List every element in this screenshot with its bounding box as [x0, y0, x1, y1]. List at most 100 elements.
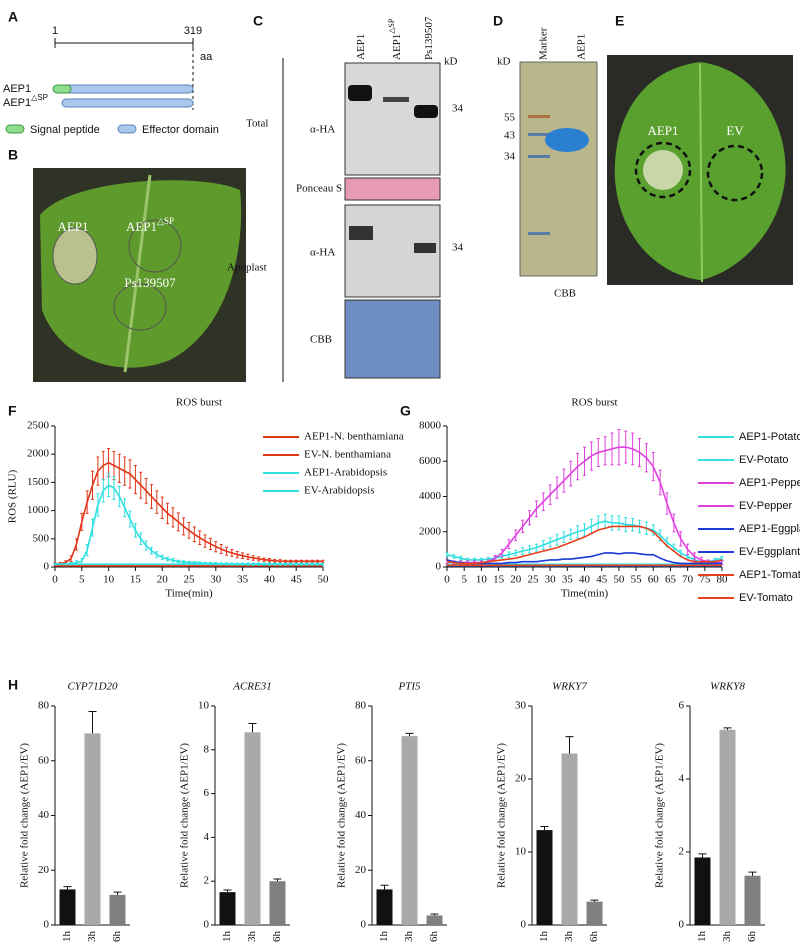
x-tick-label: 1h — [538, 931, 550, 943]
x-tick-label: 5 — [461, 574, 467, 586]
legend-icon — [117, 124, 137, 134]
y-tick-label: 1500 — [27, 476, 50, 488]
y-tick-label: 6 — [204, 787, 210, 799]
x-tick-label: 10 — [476, 574, 488, 586]
stain-label: CBB — [554, 288, 576, 300]
x-tick-label: 3h — [563, 931, 575, 943]
chart-title: WRKY7 — [552, 681, 587, 693]
row-label: Ponceau S — [296, 183, 342, 195]
bar — [401, 736, 418, 925]
x-tick-label: 25 — [527, 574, 539, 586]
spot-sup: △SP — [157, 216, 174, 226]
y-tick-label: 0 — [521, 919, 527, 931]
y-tick-label: 10 — [198, 700, 210, 712]
y-tick-label: 0 — [679, 919, 685, 931]
cbb-gel — [344, 299, 441, 379]
legend-label: AEP1-Potato — [739, 431, 800, 443]
x-tick-label: 6h — [111, 931, 123, 943]
error-bar — [698, 853, 707, 858]
protein-band — [545, 128, 589, 152]
bar — [376, 889, 393, 925]
x-tick-label: 20 — [157, 574, 169, 586]
effector-domain — [61, 84, 194, 94]
y-tick-label: 20 — [38, 864, 50, 876]
x-tick-label: 6h — [746, 931, 758, 943]
legend-label: EV-Arabidopsis — [304, 485, 374, 497]
x-tick-label: 6h — [428, 931, 440, 943]
lane-label: Marker — [538, 27, 550, 60]
x-tick-label: 0 — [444, 574, 450, 586]
bar — [244, 732, 261, 925]
y-tick-label: 6 — [679, 700, 685, 712]
spot-label: EV — [726, 123, 744, 138]
error-bar — [113, 891, 122, 895]
x-tick-label: 5 — [79, 574, 85, 586]
x-tick-label: 3h — [246, 931, 258, 943]
x-tick-label: 30 — [545, 574, 557, 586]
x-tick-label: 75 — [699, 574, 711, 586]
y-tick-label: 2000 — [419, 525, 442, 537]
spot-circle — [706, 144, 764, 202]
ponceau-strip — [344, 177, 441, 201]
marker-label: 34 — [452, 242, 464, 254]
x-tick-label: 15 — [493, 574, 505, 586]
y-tick-label: 20 — [355, 864, 367, 876]
infiltration-spot — [128, 219, 182, 273]
construct-name: AEP1 — [3, 83, 31, 95]
spot-name: AEP1 — [126, 219, 157, 234]
y-tick-label: 6000 — [419, 455, 442, 467]
x-tick-label: 6h — [588, 931, 600, 943]
legend-label: EV-Pepper — [739, 500, 793, 512]
panel-letter: B — [8, 147, 18, 163]
lane-name: Ps139507 — [423, 16, 435, 60]
y-tick-label: 4 — [679, 773, 685, 785]
legend-label: AEP1-Arabidopsis — [304, 467, 387, 479]
y-axis-label: ROS (RLU) — [7, 469, 19, 523]
x-tick-label: 20 — [510, 574, 522, 586]
blot — [344, 62, 441, 176]
legend-icon — [5, 124, 25, 134]
y-axis-label: Relative fold change (AEP1/EV) — [496, 743, 508, 888]
gel — [519, 61, 598, 277]
series-line — [446, 446, 722, 564]
x-tick-label: 3h — [403, 931, 415, 943]
row-label: α-HA — [310, 247, 335, 259]
y-tick-label: 2 — [679, 846, 685, 858]
error-bar — [405, 732, 414, 737]
legend-label: EV-Potato — [739, 454, 789, 466]
bar — [219, 892, 236, 925]
y-axis-label: Relative fold change (AEP1/EV) — [654, 743, 666, 888]
row-label: CBB — [310, 334, 332, 346]
x-tick-label: 1h — [61, 931, 73, 943]
y-tick-label: 0 — [361, 919, 367, 931]
infiltration-spot — [52, 227, 98, 285]
lane-label: Ps139507 — [423, 16, 435, 60]
x-tick-label: 35 — [237, 574, 249, 586]
chart-title: ROS burst — [571, 397, 617, 409]
x-tick-label: 30 — [210, 574, 222, 586]
x-tick-label: 1h — [696, 931, 708, 943]
row-label: α-HA — [310, 124, 335, 136]
x-axis-label: Time(min) — [561, 588, 609, 600]
x-tick-label: 65 — [665, 574, 677, 586]
ladder-band — [528, 232, 550, 235]
y-tick-label: 0 — [204, 919, 210, 931]
error-bar — [590, 899, 599, 902]
legend-label: AEP1-N. benthamiana — [304, 431, 404, 443]
x-tick-label: 40 — [579, 574, 591, 586]
construct-name: AEP1 — [3, 97, 31, 109]
y-tick-label: 4 — [204, 831, 210, 843]
y-tick-label: 80 — [355, 700, 367, 712]
group-label: Apoplast — [227, 262, 267, 274]
scale-start: 1 — [52, 25, 58, 37]
lane-label: AEP1△SP — [387, 18, 403, 60]
legend-label: AEP1-Tomato — [739, 569, 800, 581]
x-tick-label: 60 — [648, 574, 660, 586]
unit-label: kD — [497, 56, 511, 68]
y-axis-label: Relative fold change (AEP1/EV) — [19, 743, 31, 888]
bar — [536, 830, 553, 925]
blot — [344, 204, 441, 298]
lane-name: AEP1 — [391, 34, 403, 60]
legend-label: AEP1-Pepper — [739, 477, 800, 489]
